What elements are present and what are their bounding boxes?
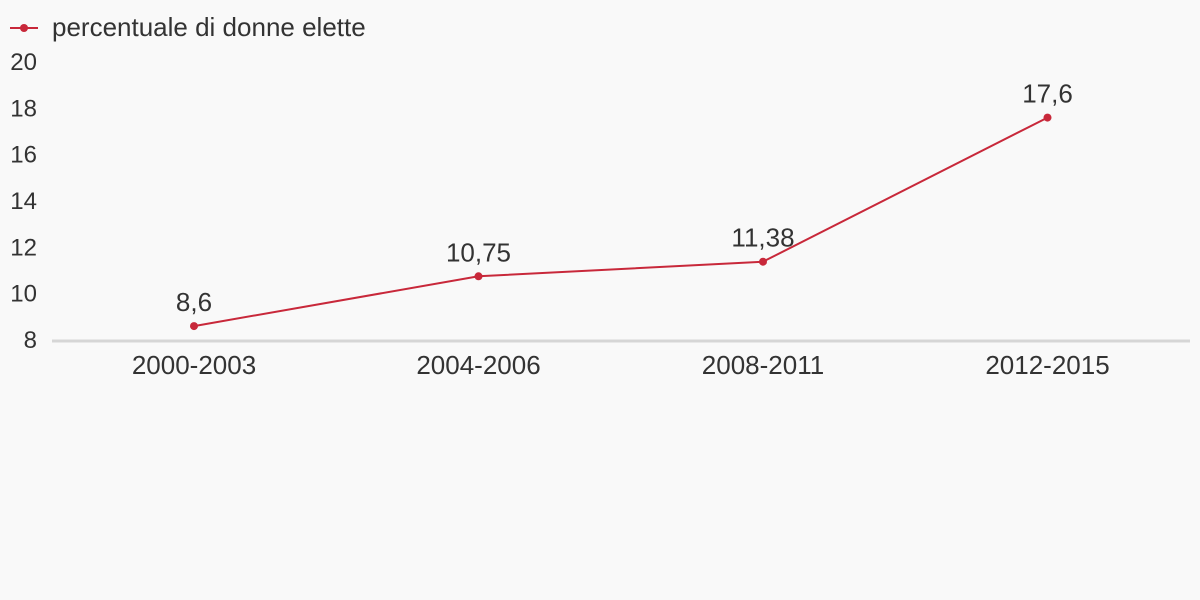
y-tick-label: 16 [10,142,37,169]
legend: percentuale di donne elette [10,12,366,42]
data-labels: 8,6 10,75 11,38 17,6 [176,79,1073,318]
data-label: 10,75 [446,237,511,267]
data-point [759,257,767,266]
data-point [1043,113,1052,122]
data-label: 11,38 [731,223,794,253]
series-line [193,116,1048,328]
y-tick-label: 8 [24,327,37,354]
y-tick-label: 14 [10,188,37,215]
data-point [474,272,483,281]
y-tick-label: 18 [10,95,37,122]
data-label: 17,6 [1022,79,1073,109]
x-tick-label: 2012-2015 [985,350,1109,380]
y-tick-label: 12 [10,234,37,261]
legend-label: percentuale di donne elette [52,12,366,42]
legend-point-marker [20,24,28,32]
data-point [190,322,198,331]
x-tick-label: 2000-2003 [132,350,256,380]
y-tick-label: 20 [10,49,37,76]
data-label: 8,6 [176,287,212,317]
x-tick-label: 2004-2006 [416,350,540,380]
x-axis: 2000-2003 2004-2006 2008-2011 2012-2015 [52,339,1190,380]
y-axis: 8 10 12 14 16 18 20 [10,49,37,354]
y-tick-label: 10 [10,281,37,308]
x-tick-label: 2008-2011 [702,350,824,380]
series [190,113,1052,331]
